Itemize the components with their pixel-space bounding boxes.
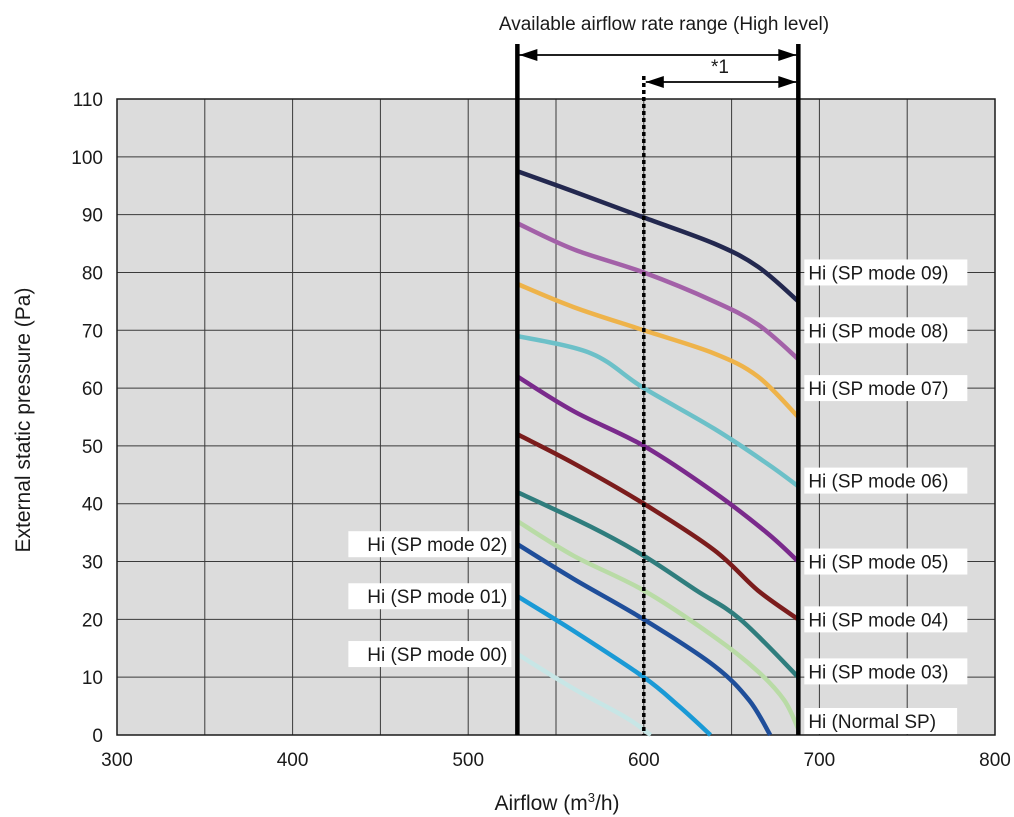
series-label-10: Hi (SP mode 09) — [808, 263, 948, 284]
series-label-7: Hi (SP mode 06) — [808, 472, 948, 493]
y-tick-label: 100 — [71, 148, 103, 169]
series-line-9 — [516, 221, 800, 361]
series-label-8: Hi (SP mode 07) — [808, 379, 948, 400]
series-label-bg-6 — [804, 548, 968, 575]
y-tick-label: 60 — [82, 379, 103, 400]
series-label-bg-1 — [348, 583, 512, 610]
sub-range-arrow — [645, 76, 797, 88]
y-tick-label: 30 — [82, 553, 103, 574]
x-tick-label: 700 — [804, 750, 836, 771]
series-line-2 — [516, 542, 773, 737]
series-line-8 — [516, 281, 800, 419]
y-tick-label: 40 — [82, 495, 103, 516]
series-labels: Hi (SP mode 00) Hi (SP mode 01) Hi (SP mod… — [348, 259, 968, 734]
sub-range-arrow-head-right — [778, 76, 797, 88]
series-label-bg-5 — [804, 606, 968, 633]
series-label-bg-0 — [348, 641, 512, 668]
series-line-5 — [516, 432, 800, 622]
series-label-bg-7 — [804, 467, 968, 494]
series-label-bg-8 — [804, 375, 968, 402]
series-label-bg-3 — [804, 708, 958, 734]
series-label-5: Hi (SP mode 04) — [808, 610, 948, 631]
series-label-0: Hi (SP mode 00) — [367, 645, 507, 666]
series-label-bg-10 — [804, 259, 968, 286]
y-tick-label: 110 — [73, 90, 103, 111]
range-arrow — [519, 49, 797, 61]
series-label-9: Hi (SP mode 08) — [808, 321, 948, 342]
range-arrow-head-right — [778, 49, 797, 61]
y-tick-label: 0 — [92, 726, 103, 747]
x-axis-label-sup: 3 — [588, 790, 595, 805]
available-range — [515, 44, 801, 735]
series-line-0 — [516, 652, 653, 737]
y-tick-label: 80 — [82, 263, 103, 284]
y-tick-label: 90 — [82, 206, 103, 227]
series-line-10 — [516, 169, 800, 304]
chart-title: Available airflow rate range (High level… — [499, 14, 829, 35]
series-line-3 — [516, 519, 801, 731]
y-tick-label: 50 — [82, 437, 103, 458]
x-tick-label: 500 — [452, 750, 484, 771]
plot-border — [116, 98, 996, 736]
range-annotation: *1 — [711, 57, 729, 78]
series-label-bg-9 — [804, 317, 968, 344]
series-line-4 — [516, 490, 800, 679]
series-line-6 — [516, 374, 800, 564]
series-label-6: Hi (SP mode 05) — [808, 553, 948, 574]
x-tick-label: 300 — [101, 750, 133, 771]
x-axis-label: Airflow (m3/h) — [494, 790, 619, 815]
y-tick-label: 10 — [82, 668, 103, 689]
series-label-4: Hi (SP mode 03) — [808, 662, 948, 683]
x-tick-label: 800 — [979, 750, 1011, 771]
y-tick-label: 70 — [82, 321, 103, 342]
y-axis-label: External static pressure (Pa) — [12, 288, 35, 553]
series-group — [516, 169, 801, 737]
x-tick-label: 600 — [628, 750, 660, 771]
series-line-7 — [516, 333, 800, 489]
x-axis-label-post: /h) — [595, 792, 620, 815]
sub-range-arrow-head-left — [645, 76, 664, 88]
series-line-1 — [516, 594, 713, 737]
series-label-3: Hi (Normal SP) — [808, 712, 936, 733]
axis-ticks: 0 10 20 30 40 50 60 70 80 90 100 110 300 400 500 600 700… — [71, 90, 1011, 771]
series-label-bg-2 — [348, 531, 512, 558]
y-tick-label: 20 — [82, 610, 103, 631]
series-label-2: Hi (SP mode 02) — [367, 535, 507, 556]
x-tick-label: 400 — [277, 750, 309, 771]
x-axis-label-pre: Airflow (m — [494, 792, 587, 815]
range-arrow-head-left — [519, 49, 538, 61]
series-label-1: Hi (SP mode 01) — [367, 587, 507, 608]
series-label-bg-4 — [804, 658, 968, 685]
